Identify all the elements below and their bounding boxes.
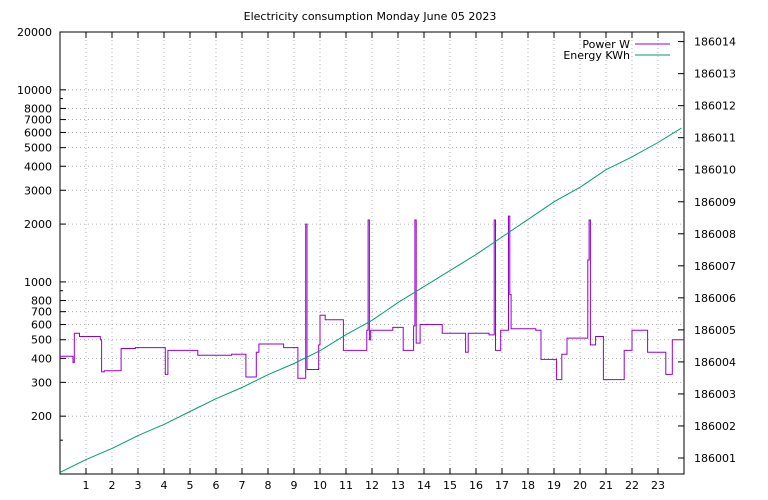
y-right-tick-label: 186006 [694, 292, 736, 305]
chart-title: Electricity consumption Monday June 05 2… [244, 10, 497, 23]
y-left-tick-label: 20000 [17, 26, 52, 39]
x-tick-label: 23 [651, 479, 665, 492]
y-left-tick-label: 300 [31, 376, 52, 389]
y-left-tick-label: 5000 [24, 142, 52, 155]
y-left-tick-label: 500 [31, 334, 52, 347]
x-tick-label: 11 [339, 479, 353, 492]
y-right-tick-label: 186002 [694, 420, 736, 433]
series-layer [59, 127, 684, 473]
x-tick-label: 7 [239, 479, 246, 492]
y-left-tick-label: 10000 [17, 84, 52, 97]
legend-label-energy: Energy KWh [563, 49, 630, 62]
y-right-tick-label: 186005 [694, 324, 736, 337]
y-right-tick-label: 186010 [694, 164, 736, 177]
y-left-tick-label: 400 [31, 352, 52, 365]
y-left-tick-label: 2000 [24, 218, 52, 231]
grid-lines [60, 31, 684, 474]
y-right-tick-label: 186007 [694, 260, 736, 273]
y-right-tick-label: 186011 [694, 132, 736, 145]
x-tick-label: 10 [313, 479, 327, 492]
x-tick-label: 19 [547, 479, 561, 492]
x-tick-label: 2 [109, 479, 116, 492]
y-left-tick-label: 4000 [24, 160, 52, 173]
x-tick-label: 8 [265, 479, 272, 492]
x-tick-label: 22 [625, 479, 639, 492]
x-tick-label: 6 [213, 479, 220, 492]
x-tick-label: 15 [443, 479, 457, 492]
x-axis: 1 2 3 4 5 6 7 8 9 10 11 12 13 14 15 16 17 18 19 20 21 22 23 [83, 32, 665, 492]
y-left-tick-label: 200 [31, 410, 52, 423]
y-left-tick-label: 600 [31, 319, 52, 332]
x-tick-label: 16 [469, 479, 483, 492]
x-tick-label: 1 [83, 479, 90, 492]
y-left-tick-label: 800 [31, 295, 52, 308]
y-right-tick-label: 186012 [694, 100, 736, 113]
x-tick-label: 12 [365, 479, 379, 492]
x-tick-label: 21 [599, 479, 613, 492]
y-left-tick-label: 6000 [24, 126, 52, 139]
x-tick-label: 9 [291, 479, 298, 492]
y-left-tick-label: 7000 [24, 114, 52, 127]
x-tick-label: 14 [417, 479, 431, 492]
x-tick-label: 5 [187, 479, 194, 492]
y-right-tick-label: 186013 [694, 68, 736, 81]
x-tick-label: 17 [495, 479, 509, 492]
x-tick-label: 20 [573, 479, 587, 492]
y-right-tick-label: 186003 [694, 388, 736, 401]
y-right-tick-label: 186001 [694, 452, 736, 465]
legend: Power W Energy KWh [563, 38, 670, 62]
y-right-tick-label: 186014 [694, 36, 736, 49]
series-line-energy [59, 127, 682, 473]
x-tick-label: 3 [135, 479, 142, 492]
series-line-power [60, 215, 684, 381]
x-tick-label: 13 [391, 479, 405, 492]
y-right-tick-label: 186009 [694, 196, 736, 209]
y-left-tick-label: 700 [31, 306, 52, 319]
x-tick-label: 18 [521, 479, 535, 492]
y-left-tick-label: 3000 [24, 184, 52, 197]
x-tick-label: 4 [161, 479, 168, 492]
y-right-tick-label: 186008 [694, 228, 736, 241]
y-left-tick-label: 1000 [24, 276, 52, 289]
y-axis-right: 186001 186002 186003 186004 186005 186006 1860… [678, 36, 736, 465]
y-left-tick-label: 8000 [24, 102, 52, 115]
y-right-tick-label: 186004 [694, 356, 736, 369]
legend-label-power: Power W [582, 38, 630, 51]
